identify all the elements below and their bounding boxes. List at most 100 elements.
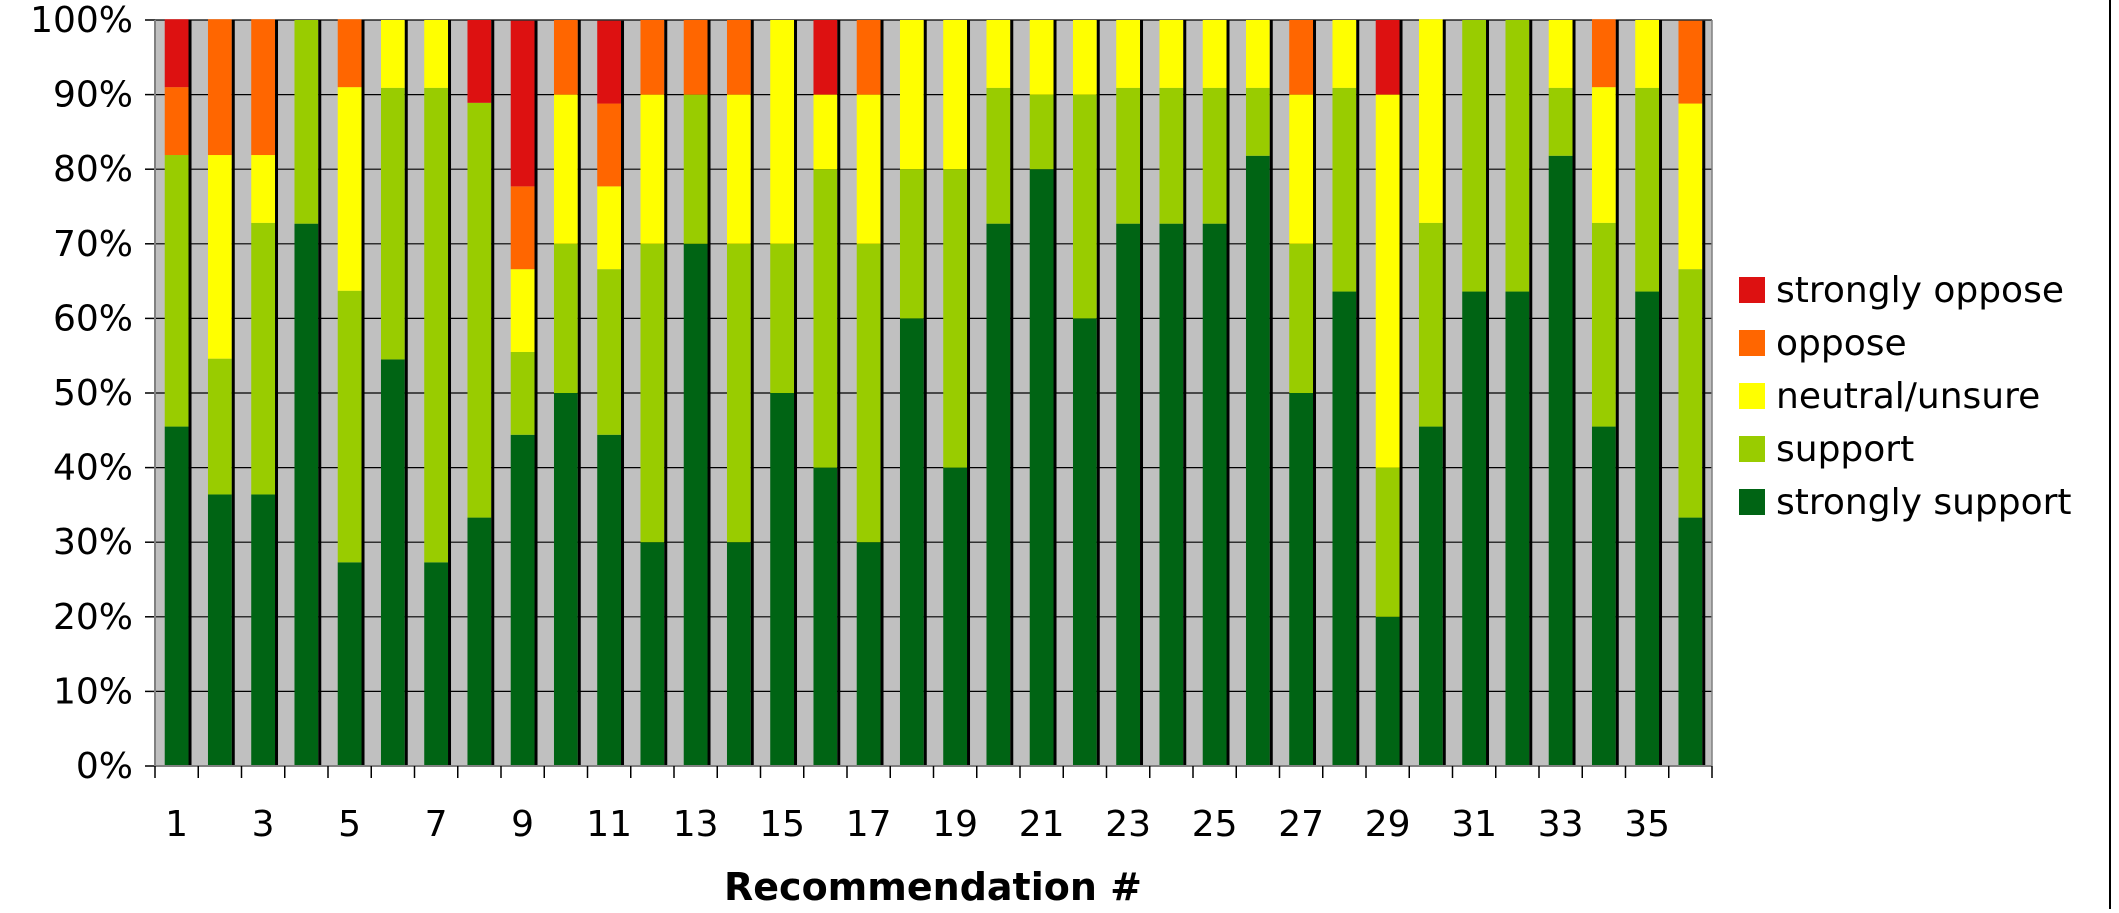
bar-segment — [1591, 87, 1616, 223]
bar-segment — [1678, 103, 1703, 270]
y-tick-label: 0% — [76, 746, 133, 787]
x-tick-label: 1 — [165, 804, 188, 845]
bar-segment — [207, 155, 232, 359]
legend-label: neutral/unsure — [1776, 376, 2040, 417]
bar-segment — [337, 19, 362, 88]
bar-segment — [856, 20, 881, 95]
x-tick-label: 7 — [425, 804, 448, 845]
bar-segment — [1418, 19, 1443, 223]
x-tick-label: 23 — [1105, 804, 1151, 845]
x-tick-label: 29 — [1365, 804, 1411, 845]
legend: strongly oppose oppose neutral/unsure suppo… — [1739, 270, 2072, 523]
x-tick-label: 33 — [1538, 804, 1584, 845]
bar-segment — [1375, 616, 1400, 766]
y-tick-label: 100% — [30, 0, 133, 41]
bar-segment — [467, 102, 492, 518]
bar-segment — [640, 94, 665, 244]
bar-segment — [726, 542, 751, 766]
bar-segment — [986, 20, 1011, 88]
bar-segment — [726, 94, 751, 244]
bar-segment — [467, 517, 492, 766]
x-tick-label: 35 — [1624, 804, 1670, 845]
bar-segment — [1418, 426, 1443, 766]
bar-segment — [294, 223, 319, 766]
bar-segment — [856, 94, 881, 244]
y-tick-label: 10% — [53, 671, 133, 712]
bar-segment — [553, 393, 578, 766]
bar-segment — [553, 94, 578, 244]
bar-segment — [1332, 87, 1357, 292]
bar-segment — [251, 19, 276, 156]
bar-segment — [1245, 20, 1270, 88]
bar-segment — [1245, 87, 1270, 156]
bar-segment — [1202, 20, 1227, 88]
bar-segment — [1418, 222, 1443, 427]
bar-segment — [813, 169, 838, 468]
bar-segment — [424, 20, 449, 88]
bar-segment — [1375, 20, 1400, 95]
bar-segment — [1591, 222, 1616, 427]
bar-segment — [510, 269, 535, 352]
x-tick-label: 17 — [846, 804, 892, 845]
bar-segment — [1505, 20, 1530, 292]
legend-swatch — [1739, 383, 1765, 409]
gridlines — [155, 19, 1712, 767]
bar-segment — [1202, 223, 1227, 766]
bar-segment — [813, 467, 838, 766]
legend-label: strongly support — [1776, 482, 2072, 523]
bar-segment — [597, 434, 622, 766]
x-tick-label: 11 — [586, 804, 632, 845]
legend-swatch — [1739, 436, 1765, 462]
bar-segment — [1289, 243, 1314, 393]
y-tick-label: 80% — [53, 149, 133, 190]
bar-segment — [1591, 19, 1616, 88]
bar-segment — [726, 20, 751, 95]
y-tick-label: 20% — [53, 597, 133, 638]
bar-segment — [770, 20, 795, 244]
bar-segment — [164, 426, 189, 766]
bar-segment — [943, 467, 968, 766]
bar-segment — [553, 20, 578, 95]
bar-segment — [1116, 223, 1141, 766]
bar-segment — [770, 243, 795, 393]
x-tick-label: 3 — [252, 804, 275, 845]
bar-segment — [943, 169, 968, 468]
bar-segment — [1029, 169, 1054, 766]
y-tick-label: 70% — [53, 224, 133, 265]
bar-segment — [986, 87, 1011, 224]
bar-segment — [1678, 20, 1703, 104]
bar-segment — [1159, 87, 1184, 224]
bar-segment — [597, 103, 622, 187]
bar-segment — [510, 20, 535, 187]
bar-segment — [380, 359, 405, 766]
bar-segment — [1505, 291, 1530, 766]
bar-segment — [1072, 318, 1097, 766]
bar-segment — [380, 20, 405, 88]
bar-segment — [164, 87, 189, 156]
x-tick-label: 9 — [511, 804, 534, 845]
bar-segment — [207, 19, 232, 156]
y-tick-label: 60% — [53, 298, 133, 339]
bar-segment — [1462, 20, 1487, 292]
bar-segment — [467, 20, 492, 103]
legend-swatch — [1739, 489, 1765, 515]
bar-segment — [726, 243, 751, 543]
bar-segment — [251, 222, 276, 495]
bar-segment — [1289, 94, 1314, 244]
bar-segment — [164, 19, 189, 88]
bar-segment — [510, 434, 535, 766]
bar-segment — [640, 542, 665, 766]
bar-segment — [1375, 94, 1400, 468]
bars — [164, 19, 1706, 767]
y-tick-label: 50% — [53, 373, 133, 414]
bar-segment — [770, 393, 795, 766]
bar-segment — [337, 562, 362, 766]
bar-segment — [856, 542, 881, 766]
bar-segment — [813, 94, 838, 170]
bar-segment — [1202, 87, 1227, 224]
y-tick-label: 30% — [53, 522, 133, 563]
x-tick-label: 21 — [1019, 804, 1065, 845]
bar-segment — [1635, 291, 1660, 766]
bar-segment — [1462, 291, 1487, 766]
x-tick-label: 25 — [1192, 804, 1238, 845]
